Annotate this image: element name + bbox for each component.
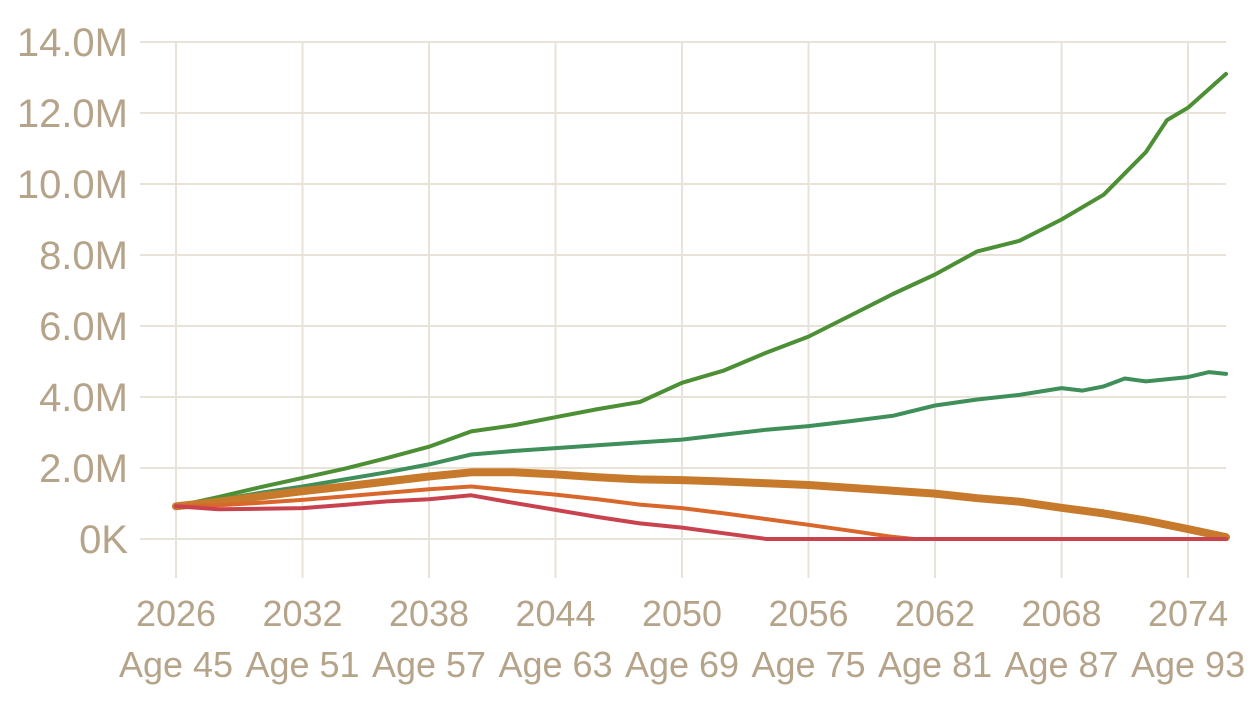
series-line <box>174 370 1228 509</box>
x-tick-age-label: Age 57 <box>372 644 486 685</box>
y-tick-label: 2.0M <box>39 447 128 491</box>
y-tick-label: 8.0M <box>39 234 128 278</box>
x-tick-age-label: Age 51 <box>245 644 359 685</box>
series-line <box>172 468 1230 542</box>
x-tick-year-label: 2056 <box>768 593 848 634</box>
y-tick-label: 4.0M <box>39 376 128 420</box>
x-tick-year-label: 2068 <box>1021 593 1101 634</box>
x-tick-year-label: 2038 <box>389 593 469 634</box>
x-tick-age-label: Age 75 <box>751 644 865 685</box>
y-tick-label: 12.0M <box>17 92 128 136</box>
series-lines <box>172 71 1230 542</box>
series-line <box>174 71 1228 509</box>
x-tick-year-label: 2032 <box>262 593 342 634</box>
x-tick-age-label: Age 45 <box>119 644 233 685</box>
y-tick-label: 0K <box>79 518 128 562</box>
y-tick-label: 10.0M <box>17 163 128 207</box>
y-tick-label: 6.0M <box>39 305 128 349</box>
x-tick-year-label: 2074 <box>1148 593 1228 634</box>
grid <box>140 41 1226 578</box>
y-axis: 0K 2.0M 4.0M 6.0M 8.0M 10.0M 12.0M 14.0M <box>17 21 128 562</box>
x-tick-year-label: 2050 <box>642 593 722 634</box>
x-tick-age-label: Age 81 <box>878 644 992 685</box>
series-line <box>174 484 1228 541</box>
x-tick-age-label: Age 63 <box>498 644 612 685</box>
x-tick-age-label: Age 69 <box>625 644 739 685</box>
x-axis: 2026 Age 45 2032 Age 51 2038 Age 57 2044 Age 63… <box>119 593 1245 685</box>
x-tick-age-label: Age 87 <box>1004 644 1118 685</box>
x-tick-year-label: 2044 <box>515 593 595 634</box>
x-tick-age-label: Age 93 <box>1131 644 1245 685</box>
x-tick-year-label: 2062 <box>895 593 975 634</box>
x-tick-year-label: 2026 <box>136 593 216 634</box>
y-tick-label: 14.0M <box>17 21 128 65</box>
series-line <box>174 493 1228 541</box>
